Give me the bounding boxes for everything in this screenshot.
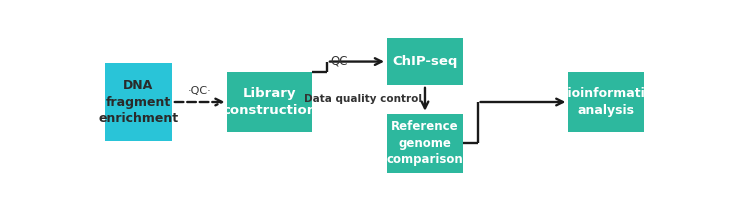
Text: ·QC·: ·QC· <box>188 86 211 96</box>
Text: Data quality control: Data quality control <box>304 94 422 104</box>
Text: DNA
fragment
enrichment: DNA fragment enrichment <box>98 79 178 125</box>
Text: QC: QC <box>330 55 347 68</box>
Text: ChIP-seq: ChIP-seq <box>393 55 458 68</box>
FancyBboxPatch shape <box>569 73 645 132</box>
Text: Reference
genome
comparison: Reference genome comparison <box>387 120 464 166</box>
FancyBboxPatch shape <box>387 114 463 173</box>
FancyBboxPatch shape <box>105 63 172 141</box>
FancyBboxPatch shape <box>387 38 463 85</box>
FancyBboxPatch shape <box>227 73 313 132</box>
Text: Library
construction: Library construction <box>223 87 317 117</box>
Text: Bioinformatic
analysis: Bioinformatic analysis <box>559 87 653 117</box>
